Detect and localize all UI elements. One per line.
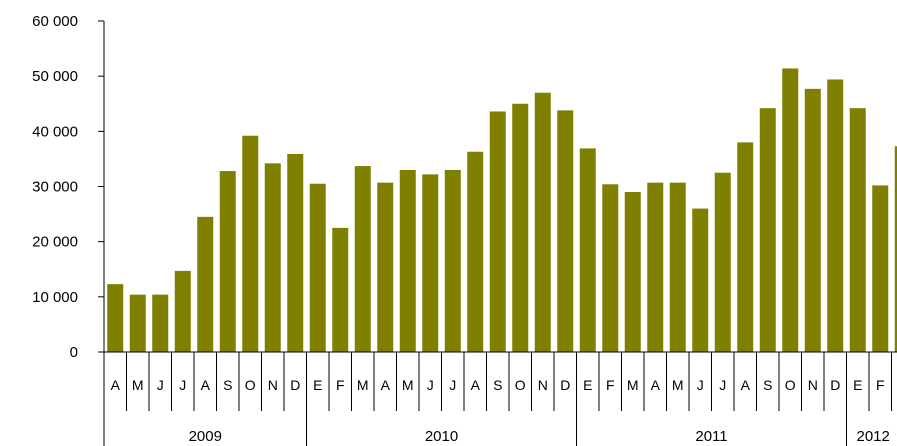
x-tick-label: M [132, 377, 144, 393]
y-tick-label: 50 000 [32, 68, 78, 85]
y-tick-label: 20 000 [32, 234, 78, 251]
x-tick-label: O [785, 377, 796, 393]
x-tick-label: N [538, 377, 548, 393]
year-label: 2009 [189, 428, 222, 445]
bar [152, 294, 169, 352]
bar [782, 68, 799, 353]
bar [534, 92, 551, 352]
bar [377, 182, 394, 352]
x-axis: AMJJASONDEFMAMJJASONDEFMAMJJASONDEFM2009… [98, 351, 897, 446]
bar [107, 284, 124, 352]
bar [444, 169, 461, 352]
x-tick-label: J [179, 377, 186, 393]
bar [759, 108, 776, 352]
x-tick-label: M [672, 377, 684, 393]
bar [512, 103, 529, 352]
x-tick-label: M [627, 377, 639, 393]
x-tick-label: S [223, 377, 232, 393]
x-tick-label: S [763, 377, 772, 393]
bar [647, 182, 664, 352]
x-tick-label: F [606, 377, 615, 393]
x-tick-label: O [515, 377, 526, 393]
bar [489, 111, 506, 353]
x-tick-label: A [111, 377, 121, 393]
x-tick-label: E [853, 377, 862, 393]
bar [399, 169, 416, 352]
y-tick-label: 30 000 [32, 179, 78, 196]
year-label: 2011 [695, 428, 727, 445]
x-tick-label: J [449, 377, 456, 393]
y-tick-label: 10 000 [32, 289, 78, 306]
bar [557, 110, 574, 353]
x-tick-label: F [876, 377, 885, 393]
y-tick-label: 40 000 [32, 123, 78, 140]
bar [332, 227, 349, 352]
bar [714, 172, 731, 352]
x-tick-label: A [381, 377, 391, 393]
bar [827, 79, 844, 352]
bar [579, 148, 596, 352]
bar [894, 146, 897, 352]
y-tick-label: 60 000 [32, 13, 78, 30]
x-tick-label: M [402, 377, 414, 393]
x-tick-label: A [471, 377, 481, 393]
y-axis: 0 10 000 20 000 30 000 40 000 50 000 60 000 [32, 13, 105, 361]
x-tick-label: N [268, 377, 278, 393]
bar [197, 216, 214, 352]
bar [264, 163, 281, 352]
year-label: 2012 [857, 428, 890, 445]
x-tick-label: A [201, 377, 211, 393]
bar [287, 153, 304, 352]
bar [354, 166, 371, 352]
y-tick-label: 0 [70, 344, 78, 361]
bar [467, 151, 484, 352]
bar [669, 182, 686, 352]
bar [692, 208, 709, 352]
x-tick-label: J [427, 377, 434, 393]
bar [174, 270, 191, 352]
bar [309, 183, 326, 352]
year-label: 2010 [425, 428, 458, 445]
x-tick-label: O [245, 377, 256, 393]
bar [129, 294, 146, 352]
x-tick-label: D [830, 377, 840, 393]
bar [624, 192, 641, 352]
x-tick-label: A [741, 377, 751, 393]
bar [422, 174, 439, 352]
bars [107, 68, 897, 353]
bar [219, 171, 236, 352]
x-tick-label: E [313, 377, 322, 393]
x-tick-label: N [808, 377, 818, 393]
x-tick-label: A [651, 377, 661, 393]
bar [804, 88, 821, 352]
x-tick-label: S [493, 377, 502, 393]
x-tick-label: D [560, 377, 570, 393]
x-tick-label: D [290, 377, 300, 393]
bar [602, 184, 619, 352]
x-tick-label: J [719, 377, 726, 393]
x-tick-label: E [583, 377, 592, 393]
bar [242, 135, 259, 352]
bar [737, 142, 754, 352]
bar [872, 185, 889, 352]
x-tick-label: M [357, 377, 369, 393]
x-tick-label: F [336, 377, 345, 393]
x-tick-label: J [697, 377, 704, 393]
x-tick-label: J [157, 377, 164, 393]
bar [849, 108, 866, 352]
